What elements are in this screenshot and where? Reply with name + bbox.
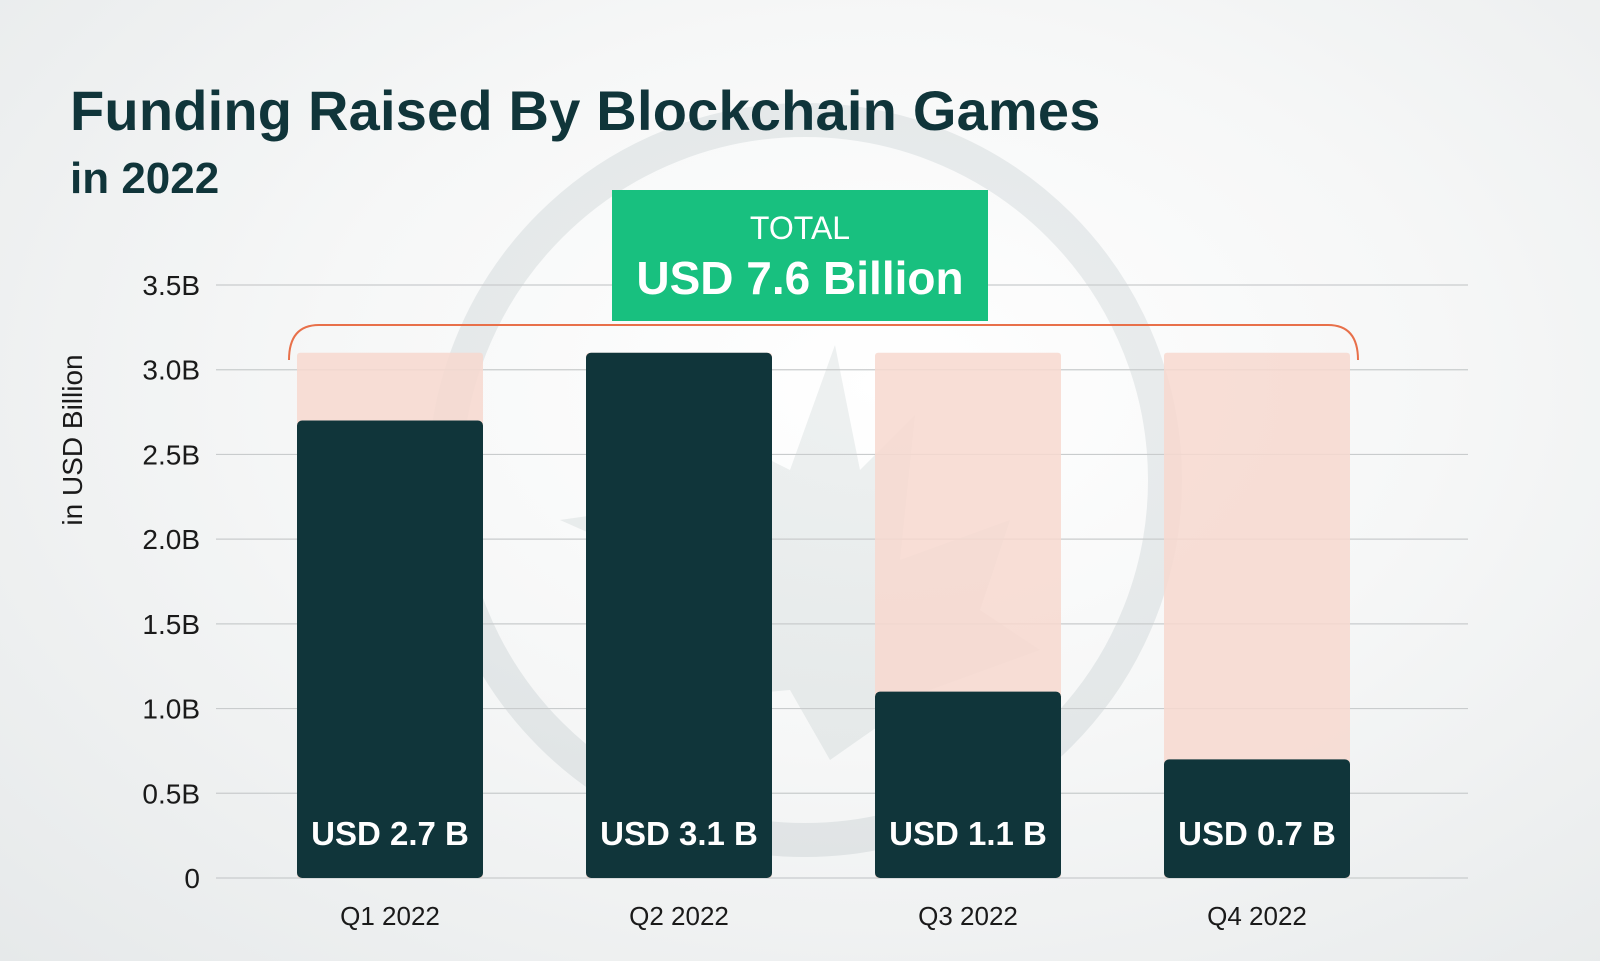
total-bracket bbox=[288, 324, 1359, 361]
x-tick-label: Q1 2022 bbox=[340, 901, 440, 931]
bar bbox=[1164, 759, 1350, 878]
y-tick-label: 3.0B bbox=[142, 355, 200, 386]
total-annotation-box: TOTAL USD 7.6 Billion bbox=[612, 190, 988, 321]
total-value: USD 7.6 Billion bbox=[636, 252, 964, 304]
y-tick-label: 3.5B bbox=[142, 270, 200, 301]
total-label: TOTAL bbox=[749, 210, 851, 246]
bar-background bbox=[1164, 352, 1350, 878]
bar bbox=[297, 420, 483, 878]
x-axis-tick-labels: Q1 2022 Q2 2022 Q3 2022 Q4 2022 bbox=[340, 901, 1307, 931]
y-tick-label: 2.5B bbox=[142, 439, 200, 470]
chart-title: Funding Raised By Blockchain Games bbox=[70, 79, 1101, 142]
bars: USD 2.7 B USD 3.1 B USD 1.1 B USD 0.7 B bbox=[297, 352, 1350, 878]
y-tick-label: 2.0B bbox=[142, 524, 200, 555]
x-tick-label: Q4 2022 bbox=[1207, 901, 1307, 931]
y-tick-label: 0.5B bbox=[142, 778, 200, 809]
bar-data-label: USD 3.1 B bbox=[600, 815, 758, 852]
y-axis-title: in USD Billion bbox=[57, 354, 88, 525]
bar bbox=[586, 352, 772, 878]
bar-data-label: USD 0.7 B bbox=[1178, 815, 1336, 852]
chart-subtitle: in 2022 bbox=[70, 154, 220, 203]
y-axis-tick-labels: 0 0.5B 1.0B 1.5B 2.0B 2.5B 3.0B 3.5B bbox=[142, 270, 200, 894]
y-tick-label: 0 bbox=[184, 863, 200, 894]
bar-data-label: USD 1.1 B bbox=[889, 815, 1047, 852]
y-tick-label: 1.0B bbox=[142, 694, 200, 725]
x-tick-label: Q2 2022 bbox=[629, 901, 729, 931]
x-tick-label: Q3 2022 bbox=[918, 901, 1018, 931]
bar-data-label: USD 2.7 B bbox=[311, 815, 469, 852]
y-tick-label: 1.5B bbox=[142, 609, 200, 640]
bar bbox=[875, 691, 1061, 878]
